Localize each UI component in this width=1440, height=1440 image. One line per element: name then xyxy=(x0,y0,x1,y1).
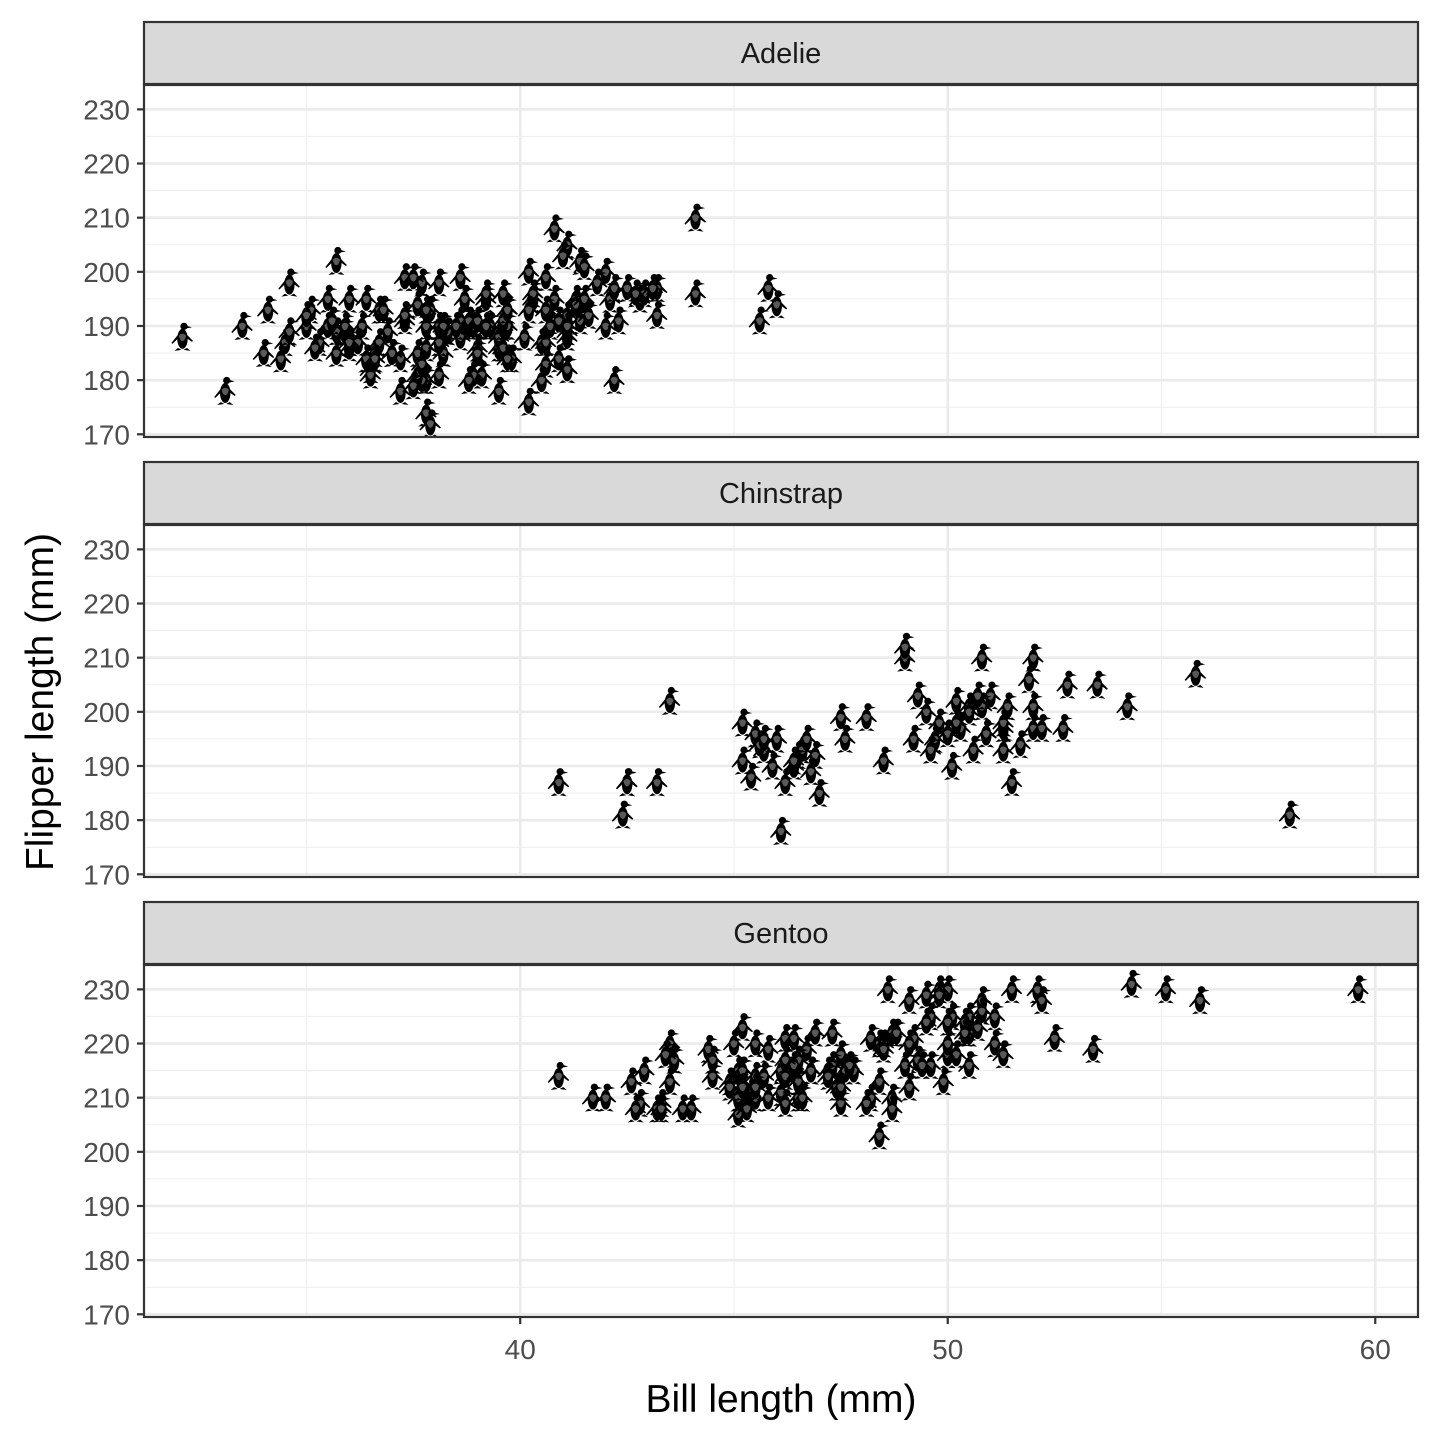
y-tick-label: 220 xyxy=(83,589,130,620)
x-tick-label: 50 xyxy=(932,1334,963,1365)
y-tick-label: 190 xyxy=(83,751,130,782)
y-tick-label: 210 xyxy=(83,1083,130,1114)
panel-border xyxy=(142,523,1420,879)
facet-strip-label: Gentoo xyxy=(733,918,828,950)
y-tick-label: 200 xyxy=(83,697,130,728)
x-tick-label: 60 xyxy=(1360,1334,1391,1365)
panel-border xyxy=(142,83,1420,439)
y-tick-label: 170 xyxy=(83,419,130,450)
y-tick-label: 230 xyxy=(83,534,130,565)
plot-background xyxy=(144,965,1418,1317)
facet-strip-label: Adelie xyxy=(741,38,822,70)
facet-strip-label: Chinstrap xyxy=(719,478,843,510)
y-tick-label: 180 xyxy=(83,805,130,836)
y-tick-label: 200 xyxy=(83,1137,130,1168)
y-tick-label: 230 xyxy=(83,94,130,125)
y-tick-label: 190 xyxy=(83,311,130,342)
facet-strip xyxy=(142,900,1420,966)
y-tick-label: 210 xyxy=(83,203,130,234)
y-tick-label: 180 xyxy=(83,365,130,396)
y-axis-title: Flipper length (mm) xyxy=(19,533,62,871)
y-tick-label: 210 xyxy=(83,643,130,674)
facet-panel-chinstrap: Chinstrap 170 180 190 200 210 220 230 xyxy=(83,460,1420,890)
y-tick-label: 170 xyxy=(83,1299,130,1330)
y-tick-label: 170 xyxy=(83,859,130,890)
y-tick-label: 180 xyxy=(83,1245,130,1276)
panel-border xyxy=(142,963,1420,1319)
y-tick-label: 230 xyxy=(83,974,130,1005)
y-tick-label: 220 xyxy=(83,1029,130,1060)
facet-panel-adelie: Adelie 170 180 190 200 210 220 230 xyxy=(83,20,1420,450)
y-tick-label: 220 xyxy=(83,149,130,180)
y-tick-label: 190 xyxy=(83,1191,130,1222)
y-tick-label: 200 xyxy=(83,257,130,288)
facet-panel-gentoo: Gentoo 170 180 190 200 210 220 230 40 50 60 xyxy=(83,900,1420,1365)
facet-strip xyxy=(142,20,1420,86)
x-tick-label: 40 xyxy=(505,1334,536,1365)
x-axis-title: Bill length (mm) xyxy=(646,1378,917,1421)
plot-background xyxy=(144,85,1418,437)
